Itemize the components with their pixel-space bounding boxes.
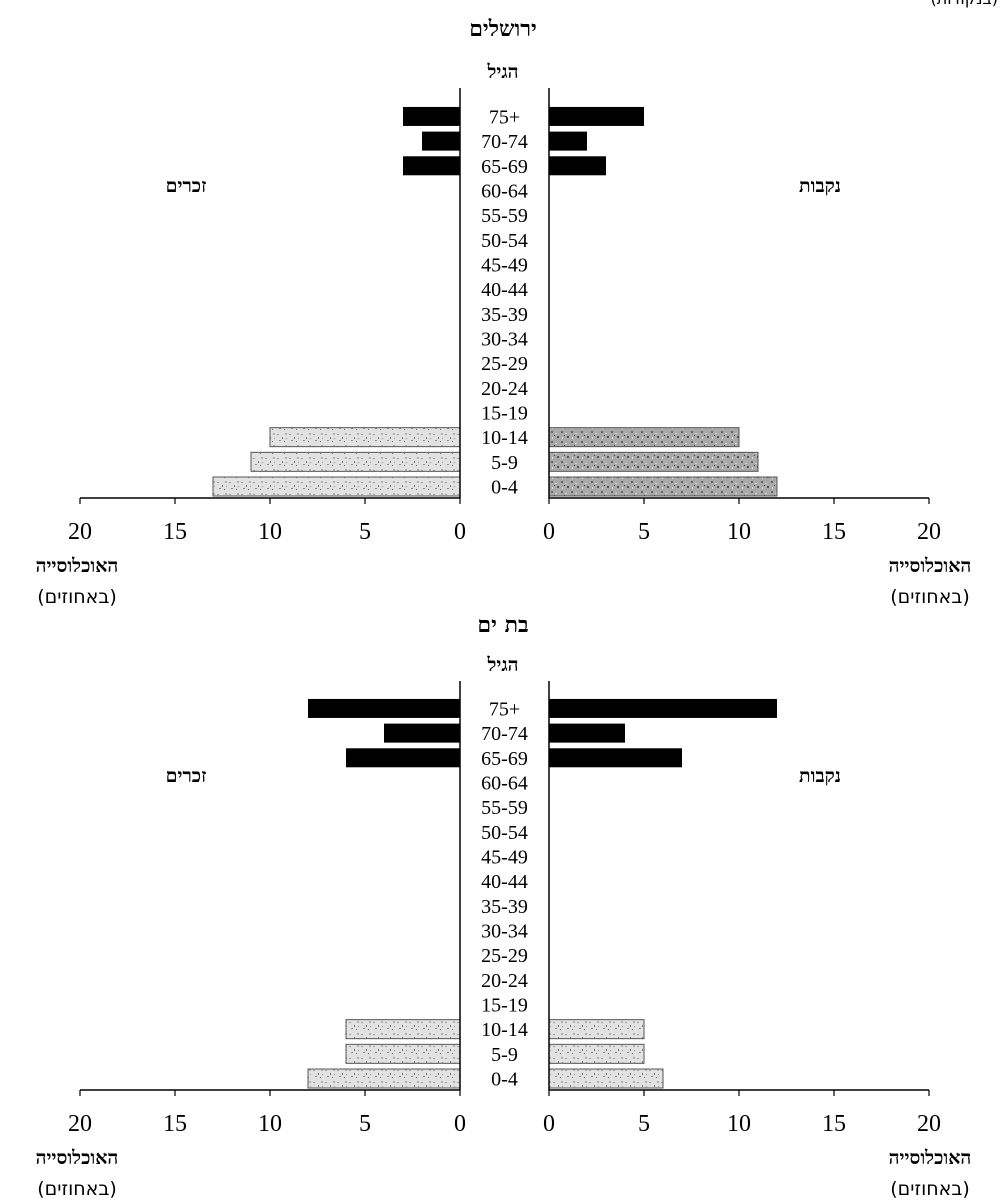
age-label: 55-59 bbox=[481, 205, 528, 227]
age-label: 75+ bbox=[489, 106, 520, 128]
age-axis-label: הגיל bbox=[486, 654, 518, 676]
x-axis-label-right: האוכלוסייה bbox=[889, 555, 972, 577]
age-axis-label: הגיל bbox=[486, 61, 518, 83]
bar-female-0-4 bbox=[548, 1068, 664, 1089]
age-label: 65-69 bbox=[481, 156, 528, 178]
age-label: 55-59 bbox=[481, 797, 528, 819]
x-axis-label-right: האוכלוסייה bbox=[889, 1147, 972, 1169]
chart-title: בת ים bbox=[477, 612, 528, 638]
age-label: 30-34 bbox=[481, 328, 528, 350]
age-label: 15-19 bbox=[481, 994, 528, 1016]
age-label: 40-44 bbox=[481, 871, 528, 893]
x-tick-label-left: 0 bbox=[454, 1111, 466, 1137]
x-tick-label-right: 0 bbox=[543, 1111, 555, 1137]
bar-female-10-14 bbox=[548, 427, 740, 448]
female-label: נקבות bbox=[799, 765, 841, 787]
x-axis-unit-left: (באחוזים) bbox=[37, 1178, 117, 1200]
age-label: 20-24 bbox=[481, 970, 528, 992]
age-label: 45-49 bbox=[481, 254, 528, 276]
x-tick-label-right: 0 bbox=[543, 519, 555, 545]
x-tick-label-right: 10 bbox=[727, 519, 751, 545]
bar-male-10-14 bbox=[269, 427, 461, 448]
age-label: 10-14 bbox=[481, 1019, 528, 1041]
x-tick-label-right: 10 bbox=[727, 1111, 751, 1137]
bar-female-75+ bbox=[549, 106, 644, 126]
x-tick-label-left: 10 bbox=[258, 519, 282, 545]
bar-male-75+ bbox=[308, 698, 460, 718]
female-label: נקבות bbox=[799, 175, 841, 197]
bar-female-5-9 bbox=[548, 451, 759, 472]
age-label: 45-49 bbox=[481, 846, 528, 868]
bar-male-65-69 bbox=[346, 748, 460, 768]
bar-female-10-14 bbox=[548, 1019, 645, 1040]
age-label: 75+ bbox=[489, 698, 520, 720]
x-tick-label-right: 15 bbox=[822, 519, 846, 545]
bar-male-70-74 bbox=[422, 131, 460, 151]
pyramid-jerusalem: ירושלים הגיל זכרים נקבות 0-4 5-9 10-14 15-1… bbox=[36, 16, 972, 608]
age-label: 25-29 bbox=[481, 353, 528, 375]
x-tick-label-left: 5 bbox=[359, 519, 371, 545]
x-axis-label-left: האוכלוסייה bbox=[36, 1147, 119, 1169]
age-label: 60-64 bbox=[481, 180, 528, 202]
x-tick-label-right: 20 bbox=[917, 519, 941, 545]
age-label: 10-14 bbox=[481, 427, 528, 449]
age-label: 40-44 bbox=[481, 279, 528, 301]
male-label: זכרים bbox=[166, 175, 207, 197]
bar-female-65-69 bbox=[549, 156, 606, 176]
male-label: זכרים bbox=[166, 765, 207, 787]
bar-male-75+ bbox=[403, 106, 460, 126]
bar-female-0-4 bbox=[548, 476, 778, 497]
bar-male-70-74 bbox=[384, 723, 460, 743]
age-label: 35-39 bbox=[481, 304, 528, 326]
age-label: 0-4 bbox=[491, 1069, 518, 1091]
x-tick-label-left: 20 bbox=[68, 519, 92, 545]
bar-male-65-69 bbox=[403, 156, 460, 176]
age-label: 5-9 bbox=[491, 1044, 518, 1066]
x-tick-label-left: 20 bbox=[68, 1111, 92, 1137]
age-label: 15-19 bbox=[481, 402, 528, 424]
corner-note: (בנקודות) bbox=[931, 0, 998, 8]
bar-female-70-74 bbox=[549, 723, 625, 743]
age-label: 0-4 bbox=[491, 477, 518, 499]
bar-male-0-4 bbox=[212, 476, 461, 497]
age-label: 20-24 bbox=[481, 378, 528, 400]
age-label: 5-9 bbox=[491, 452, 518, 474]
bar-female-65-69 bbox=[549, 748, 682, 768]
age-label: 70-74 bbox=[481, 131, 528, 153]
bar-female-75+ bbox=[549, 698, 777, 718]
x-tick-label-left: 5 bbox=[359, 1111, 371, 1137]
age-label: 60-64 bbox=[481, 772, 528, 794]
x-axis-unit-right: (באחוזים) bbox=[890, 1178, 970, 1200]
age-label: 65-69 bbox=[481, 748, 528, 770]
x-axis-unit-left: (באחוזים) bbox=[37, 586, 117, 608]
chart-title: ירושלים bbox=[469, 16, 537, 42]
bar-male-0-4 bbox=[307, 1068, 461, 1089]
age-label: 30-34 bbox=[481, 920, 528, 942]
bar-female-70-74 bbox=[549, 131, 587, 151]
bar-female-5-9 bbox=[548, 1043, 645, 1064]
bar-male-5-9 bbox=[345, 1043, 461, 1064]
x-tick-label-left: 15 bbox=[163, 1111, 187, 1137]
bar-male-10-14 bbox=[345, 1019, 461, 1040]
bar-male-5-9 bbox=[250, 451, 461, 472]
x-axis-unit-right: (באחוזים) bbox=[890, 586, 970, 608]
x-tick-label-left: 10 bbox=[258, 1111, 282, 1137]
x-axis-label-left: האוכלוסייה bbox=[36, 555, 119, 577]
age-label: 35-39 bbox=[481, 896, 528, 918]
x-tick-label-right: 5 bbox=[638, 519, 650, 545]
x-tick-label-left: 15 bbox=[163, 519, 187, 545]
x-tick-label-left: 0 bbox=[454, 519, 466, 545]
age-label: 25-29 bbox=[481, 945, 528, 967]
age-label: 70-74 bbox=[481, 723, 528, 745]
x-tick-label-right: 5 bbox=[638, 1111, 650, 1137]
age-label: 50-54 bbox=[481, 822, 528, 844]
x-tick-label-right: 15 bbox=[822, 1111, 846, 1137]
pyramid-bat-yam: בת ים הגיל זכרים נקבות 0-45-910-1415-192… bbox=[36, 612, 972, 1200]
x-tick-label-right: 20 bbox=[917, 1111, 941, 1137]
age-label: 50-54 bbox=[481, 230, 528, 252]
